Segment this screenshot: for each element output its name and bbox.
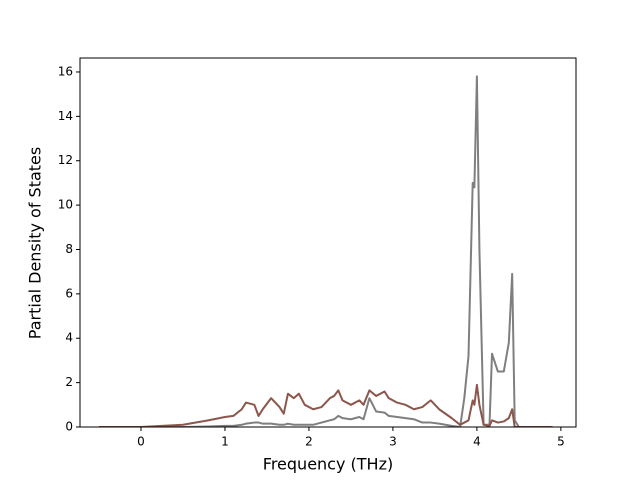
y-tick-label: 16: [58, 64, 73, 78]
y-tick-label: 0: [65, 420, 73, 434]
y-tick-label: 6: [65, 286, 73, 300]
y-tick-label: 14: [58, 109, 73, 123]
x-tick-label: 3: [389, 435, 397, 449]
y-tick-label: 4: [65, 331, 73, 345]
x-tick-label: 4: [473, 435, 481, 449]
plot-area: [98, 75, 553, 427]
x-tick-label: 2: [305, 435, 313, 449]
series-line: [98, 383, 553, 427]
x-tick-label: 0: [137, 435, 145, 449]
axes-frame: [79, 57, 577, 428]
y-tick-label: 2: [65, 375, 73, 389]
y-axis-label: Partial Density of States: [26, 147, 45, 339]
x-axis-label: Frequency (THz): [263, 455, 393, 474]
x-tick-label: 1: [221, 435, 229, 449]
x-tick-label: 5: [557, 435, 565, 449]
series-line: [98, 75, 553, 427]
y-tick-label: 8: [65, 242, 73, 256]
y-tick-label: 10: [58, 198, 73, 212]
y-tick-label: 12: [58, 153, 73, 167]
